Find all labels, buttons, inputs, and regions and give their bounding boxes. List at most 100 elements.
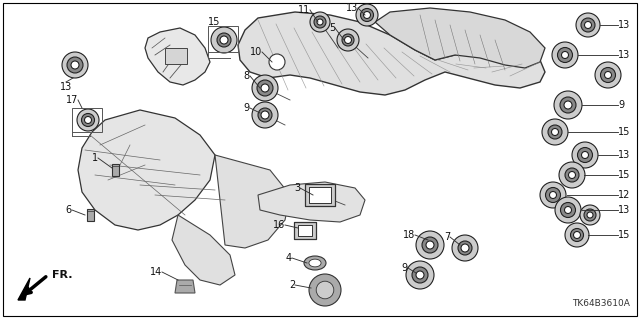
Polygon shape (258, 182, 365, 222)
Bar (165, 48, 187, 64)
Text: 7: 7 (444, 232, 450, 242)
Text: 15: 15 (618, 170, 630, 180)
Text: 9: 9 (244, 103, 250, 113)
Circle shape (600, 68, 616, 83)
Circle shape (587, 212, 593, 218)
Circle shape (550, 191, 557, 198)
Bar (298, 225, 312, 235)
Bar (208, 26, 238, 52)
Circle shape (572, 142, 598, 168)
Text: 13: 13 (60, 82, 72, 92)
Text: 13: 13 (618, 50, 630, 60)
Circle shape (252, 102, 278, 128)
Circle shape (412, 267, 428, 283)
Polygon shape (238, 12, 545, 95)
Circle shape (584, 209, 596, 221)
Circle shape (77, 109, 99, 131)
Text: 10: 10 (250, 47, 262, 57)
Circle shape (62, 52, 88, 78)
Circle shape (309, 274, 341, 306)
Bar (309, 187, 331, 203)
Circle shape (461, 244, 469, 252)
Circle shape (81, 114, 95, 127)
Polygon shape (175, 280, 195, 293)
Circle shape (252, 75, 278, 101)
Text: 6: 6 (66, 205, 72, 215)
Polygon shape (18, 278, 30, 300)
Circle shape (559, 162, 585, 188)
Circle shape (605, 71, 611, 78)
Circle shape (540, 182, 566, 208)
Circle shape (573, 232, 580, 239)
Circle shape (261, 111, 269, 119)
Circle shape (545, 188, 561, 203)
Text: 17: 17 (66, 95, 78, 105)
Text: FR.: FR. (52, 270, 72, 280)
Circle shape (557, 48, 573, 63)
Circle shape (211, 27, 237, 53)
Ellipse shape (309, 259, 321, 267)
Circle shape (422, 237, 438, 253)
Circle shape (261, 84, 269, 92)
Text: 9: 9 (618, 100, 624, 110)
Text: 1: 1 (92, 153, 98, 163)
Text: 4: 4 (286, 253, 292, 263)
Circle shape (584, 21, 591, 28)
Bar (294, 221, 316, 239)
Circle shape (555, 197, 581, 223)
Circle shape (310, 12, 330, 32)
Circle shape (595, 62, 621, 88)
Text: 12: 12 (618, 190, 630, 200)
Circle shape (565, 223, 589, 247)
Polygon shape (78, 110, 215, 230)
Circle shape (356, 4, 378, 26)
Circle shape (406, 261, 434, 289)
Circle shape (217, 33, 231, 47)
Circle shape (452, 235, 478, 261)
Circle shape (67, 57, 83, 73)
Circle shape (458, 241, 472, 255)
Text: 9: 9 (402, 263, 408, 273)
Text: 11: 11 (298, 5, 310, 15)
Text: 13: 13 (346, 3, 358, 13)
Circle shape (364, 11, 371, 19)
Circle shape (561, 51, 568, 58)
Text: TK64B3610A: TK64B3610A (572, 299, 630, 308)
Text: 13: 13 (618, 205, 630, 215)
Circle shape (258, 108, 272, 122)
Circle shape (316, 281, 334, 299)
Text: 15: 15 (618, 127, 630, 137)
Circle shape (416, 231, 444, 259)
Circle shape (344, 36, 351, 43)
Text: 16: 16 (273, 220, 285, 230)
Circle shape (554, 91, 582, 119)
Polygon shape (375, 8, 545, 68)
Circle shape (576, 13, 600, 37)
Circle shape (71, 61, 79, 69)
Circle shape (426, 241, 434, 249)
Bar (111, 164, 118, 176)
Circle shape (565, 168, 579, 182)
Circle shape (542, 119, 568, 145)
Circle shape (548, 125, 562, 139)
Circle shape (564, 101, 572, 109)
Circle shape (580, 205, 600, 225)
Circle shape (582, 152, 589, 159)
Bar (305, 184, 335, 206)
Circle shape (564, 206, 572, 213)
Circle shape (581, 18, 595, 32)
Text: 13: 13 (618, 20, 630, 30)
Circle shape (561, 203, 575, 218)
Circle shape (360, 9, 374, 21)
Circle shape (552, 42, 578, 68)
Circle shape (220, 36, 228, 44)
Polygon shape (145, 28, 210, 85)
Circle shape (570, 228, 584, 241)
Polygon shape (215, 155, 290, 248)
Bar (72, 108, 102, 132)
Text: 18: 18 (403, 230, 415, 240)
Ellipse shape (304, 256, 326, 270)
Circle shape (560, 97, 576, 113)
Circle shape (314, 16, 326, 28)
Circle shape (269, 54, 285, 70)
